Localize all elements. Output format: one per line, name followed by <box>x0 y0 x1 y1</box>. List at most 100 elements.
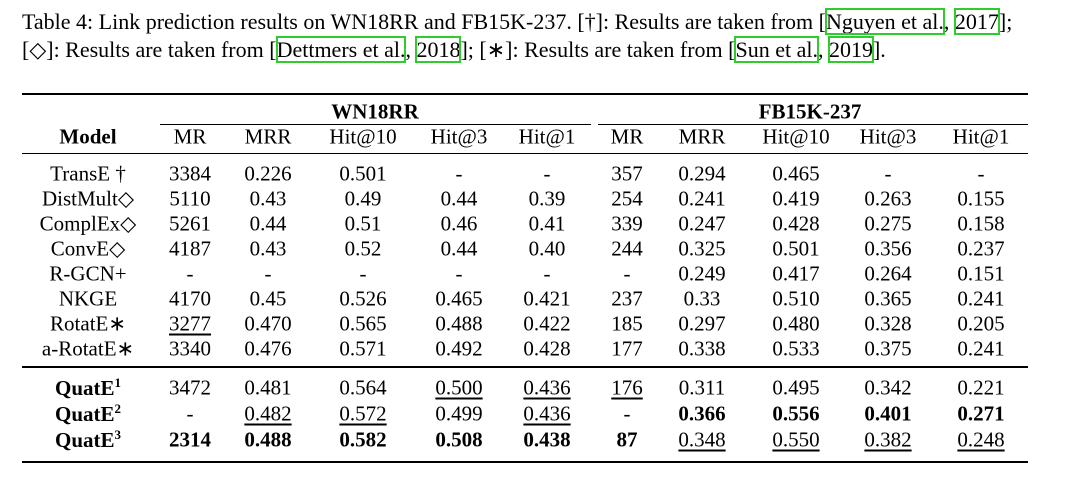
cell: 0.241 <box>957 336 1005 361</box>
top-rule <box>22 93 1028 95</box>
cell: 0.271 <box>957 401 1005 426</box>
column-header: Hit@10 <box>329 124 397 149</box>
cell: 2314 <box>169 427 211 452</box>
citation[interactable]: 2018 <box>415 36 462 63</box>
cell: 0.366 <box>678 401 726 426</box>
cell: 244 <box>611 236 643 261</box>
cell: 0.428 <box>772 211 820 236</box>
cell: 87 <box>616 427 638 452</box>
cell: - <box>884 161 892 186</box>
model-name: R-GCN+ <box>49 261 127 286</box>
cell: 0.572 <box>339 401 387 426</box>
cell: 0.41 <box>528 211 566 236</box>
cell: 0.417 <box>772 261 820 286</box>
cell: 0.492 <box>435 336 483 361</box>
cell: 0.248 <box>957 427 1005 452</box>
model-name: NKGE <box>58 286 118 311</box>
cell: 0.44 <box>249 211 287 236</box>
cell: 0.375 <box>864 336 912 361</box>
superscript: 3 <box>114 427 122 442</box>
cell: 3277 <box>169 311 211 336</box>
cell: 0.564 <box>339 375 387 400</box>
citation[interactable]: Nguyen et al. <box>824 8 945 35</box>
cell: 5261 <box>169 211 211 236</box>
cell: 0.263 <box>864 186 912 211</box>
cell: 0.428 <box>523 336 571 361</box>
cell: 0.465 <box>435 286 483 311</box>
cell: 0.499 <box>435 401 483 426</box>
cell: 0.237 <box>957 236 1005 261</box>
cell: - <box>359 261 367 286</box>
cell: 0.155 <box>957 186 1005 211</box>
cell: 0.556 <box>772 401 820 426</box>
column-header: Hit@3 <box>430 124 488 149</box>
citation[interactable]: Sun et al. <box>734 36 819 63</box>
cell: - <box>543 161 551 186</box>
cell: 5110 <box>169 186 211 211</box>
model-name: RotatE∗ <box>50 311 126 336</box>
cell: 0.51 <box>344 211 382 236</box>
cell: 0.205 <box>957 311 1005 336</box>
cell: 0.221 <box>957 375 1005 400</box>
cell: 0.550 <box>772 427 820 452</box>
cell: 0.465 <box>772 161 820 186</box>
cell: 0.382 <box>864 427 912 452</box>
cell: 0.241 <box>678 186 726 211</box>
model-name: a-RotatE∗ <box>41 336 135 361</box>
cell: 0.40 <box>528 236 566 261</box>
cell: 0.43 <box>249 236 287 261</box>
cell: 0.249 <box>678 261 726 286</box>
cell: 0.297 <box>678 311 726 336</box>
cell: 0.45 <box>249 286 287 311</box>
cell: 0.325 <box>678 236 726 261</box>
cell: 0.421 <box>523 286 571 311</box>
header-rule <box>22 153 1028 154</box>
cell: 254 <box>611 186 643 211</box>
cell: - <box>623 401 631 426</box>
column-header: Hit@1 <box>518 124 576 149</box>
cell: 3384 <box>169 161 211 186</box>
column-header: MR <box>610 124 644 149</box>
mid-rule <box>22 366 1028 368</box>
cell: 0.365 <box>864 286 912 311</box>
cell: - <box>264 261 272 286</box>
caption-text: , <box>817 37 829 62</box>
cell: 0.488 <box>244 427 292 452</box>
cell: 0.49 <box>344 186 382 211</box>
caption-text: ]; [◇]: Results are taken from [ <box>22 9 1013 62</box>
cell: 0.438 <box>523 427 571 452</box>
citation[interactable]: 2019 <box>827 36 874 63</box>
cell: 0.247 <box>678 211 726 236</box>
group-rule <box>598 124 1028 125</box>
model-name: QuatE1 <box>54 375 122 400</box>
cell: 0.501 <box>772 236 820 261</box>
cell: 0.565 <box>339 311 387 336</box>
cell: 339 <box>611 211 643 236</box>
cell: 4170 <box>169 286 211 311</box>
cell: - <box>623 261 631 286</box>
cell: 0.226 <box>244 161 292 186</box>
cell: 0.43 <box>249 186 287 211</box>
cell: 0.401 <box>864 401 912 426</box>
cell: 0.500 <box>435 375 483 400</box>
caption-text: ]. <box>872 37 886 62</box>
cell: 357 <box>611 161 643 186</box>
cell: 0.158 <box>957 211 1005 236</box>
column-header: Hit@1 <box>952 124 1010 149</box>
cell: 0.39 <box>528 186 566 211</box>
citation[interactable]: 2017 <box>953 8 1000 35</box>
cell: 0.510 <box>772 286 820 311</box>
cell: 237 <box>611 286 643 311</box>
cell: 0.241 <box>957 286 1005 311</box>
cell: 0.495 <box>772 375 820 400</box>
column-header: MRR <box>678 124 726 149</box>
cell: 0.342 <box>864 375 912 400</box>
bottom-rule <box>22 461 1028 463</box>
cell: - <box>543 261 551 286</box>
cell: 0.501 <box>339 161 387 186</box>
model-name: QuatE3 <box>54 427 122 452</box>
citation[interactable]: Dettmers et al. <box>275 36 407 63</box>
cell: 0.482 <box>244 401 292 426</box>
cell: 0.275 <box>864 211 912 236</box>
